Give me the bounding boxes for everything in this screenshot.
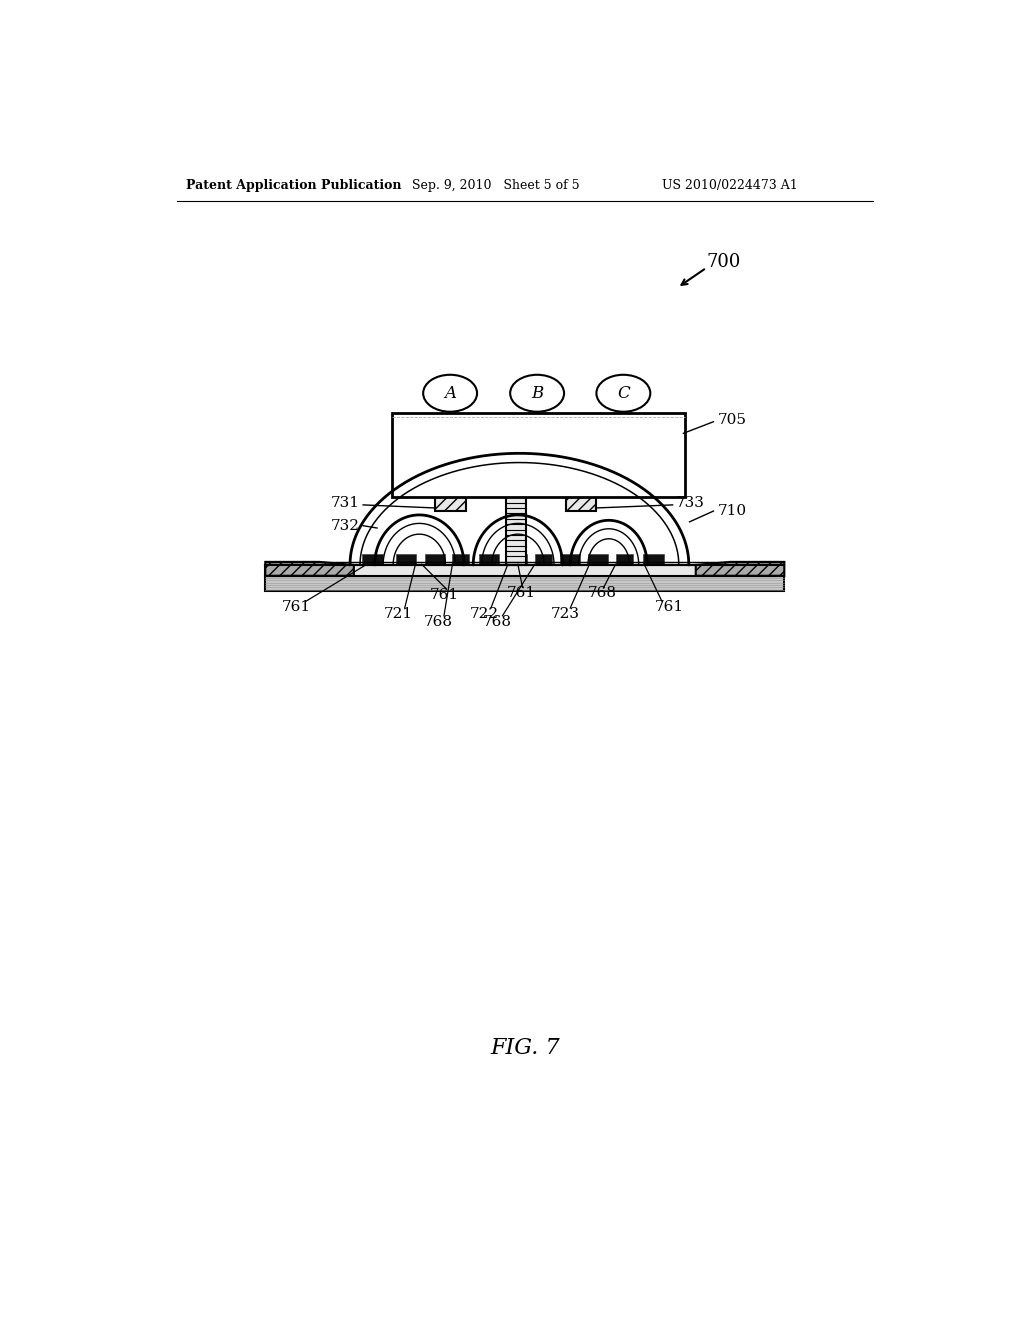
Text: B: B	[531, 384, 544, 401]
Polygon shape	[695, 562, 784, 576]
Bar	[396, 554, 416, 565]
Bar	[535, 554, 552, 565]
Text: 768: 768	[588, 586, 616, 601]
Ellipse shape	[596, 375, 650, 412]
Text: 705: 705	[717, 413, 746, 428]
Bar	[478, 554, 499, 565]
Text: Sep. 9, 2010   Sheet 5 of 5: Sep. 9, 2010 Sheet 5 of 5	[412, 178, 580, 191]
Bar	[265, 565, 784, 576]
Bar	[265, 576, 784, 591]
Text: 761: 761	[507, 586, 537, 601]
Bar	[565, 498, 596, 511]
Text: 731: 731	[331, 495, 360, 510]
Bar	[435, 498, 466, 511]
Text: 721: 721	[384, 607, 413, 622]
Text: 723: 723	[551, 607, 581, 622]
Text: 761: 761	[655, 599, 684, 614]
Bar	[615, 554, 633, 565]
Text: A: A	[444, 384, 456, 401]
Text: 700: 700	[707, 253, 741, 272]
Bar	[392, 412, 685, 498]
Ellipse shape	[510, 375, 564, 412]
Bar	[425, 554, 444, 565]
Bar	[453, 554, 469, 565]
Text: 710: 710	[717, 504, 746, 517]
Text: 768: 768	[482, 615, 512, 628]
Text: C: C	[617, 384, 630, 401]
Ellipse shape	[423, 375, 477, 412]
Bar	[507, 554, 527, 565]
Text: 768: 768	[424, 615, 453, 628]
Text: 733: 733	[676, 495, 705, 510]
Bar	[361, 554, 383, 565]
Bar	[588, 554, 608, 565]
Polygon shape	[265, 562, 354, 576]
Bar	[643, 554, 665, 565]
Text: 761: 761	[282, 599, 310, 614]
Bar	[506, 498, 525, 565]
Text: US 2010/0224473 A1: US 2010/0224473 A1	[662, 178, 798, 191]
Text: 722: 722	[470, 607, 500, 622]
Text: 761: 761	[430, 587, 460, 602]
Bar	[560, 554, 581, 565]
Text: Patent Application Publication: Patent Application Publication	[186, 178, 401, 191]
Text: 732: 732	[331, 519, 360, 533]
Text: FIG. 7: FIG. 7	[490, 1036, 559, 1059]
